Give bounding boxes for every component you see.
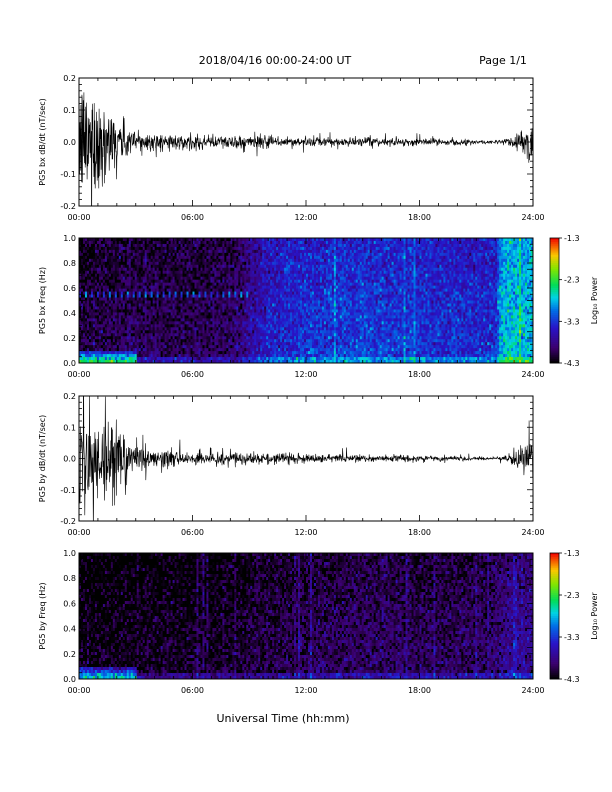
figure-title: 2018/04/16 00:00-24:00 UT (199, 54, 352, 67)
y-tick-label: -0.1 (60, 486, 76, 495)
x-axis-label: Universal Time (hh:mm) (217, 712, 350, 725)
x-tick-label: 12:00 (294, 686, 317, 695)
y-tick-label: 0.0 (63, 138, 76, 147)
y-tick-label: 0.0 (63, 675, 76, 684)
y-tick-label: 0.0 (63, 359, 76, 368)
colorbar-tick-label: -1.3 (564, 234, 580, 243)
x-tick-label: 00:00 (67, 686, 90, 695)
by-dbdt-panel: 00:00 06:00 12:00 18:00 24:00 0.2 0.1 0.0 -0.1 -0… (38, 352, 545, 537)
x-tick-label: 18:00 (408, 370, 431, 379)
y-tick-label: 0.2 (63, 650, 76, 659)
x-tick-label: 00:00 (67, 370, 90, 379)
y-tick-label: 0.8 (63, 259, 76, 268)
y-tick-label: 0.0 (63, 455, 76, 464)
y-axis-label: PG5 by Freq (Hz) (38, 582, 47, 649)
y-tick-label: 0.4 (63, 309, 76, 318)
y-tick-label: 0.2 (63, 334, 76, 343)
colorbar-tick-label: -3.3 (564, 317, 580, 326)
y-tick-label: 1.0 (63, 234, 76, 243)
x-tick-label: 18:00 (408, 686, 431, 695)
y-tick-label: 0.8 (63, 574, 76, 583)
colorbar-tick-label: -2.3 (564, 276, 580, 285)
y-tick-label: 0.1 (63, 423, 76, 432)
colorbar-tick-label: -4.3 (564, 675, 580, 684)
y-axis-label: PG5 bx dB/dt (nT/sec) (38, 98, 47, 185)
x-tick-label: 18:00 (408, 213, 431, 222)
spectrogram-image (79, 553, 533, 679)
x-tick-label: 24:00 (521, 686, 544, 695)
x-tick-label: 06:00 (181, 370, 204, 379)
y-tick-label: 0.1 (63, 106, 76, 115)
x-tick-label: 00:00 (67, 213, 90, 222)
y-tick-label: 0.6 (63, 284, 76, 293)
y-axis-label: PG5 by dB/dt (nT/sec) (38, 415, 47, 502)
y-tick-label: -0.2 (60, 517, 76, 526)
by-colorbar: -1.3 -2.3 -3.3 -4.3 Log₁₀ Power (550, 549, 599, 684)
y-tick-label: 0.4 (63, 625, 76, 634)
bx-spectrogram-panel: 00:00 06:00 12:00 18:00 24:00 1.0 0.8 0.6 0.4 0.2… (38, 234, 545, 379)
y-tick-label: 0.6 (63, 599, 76, 608)
y-tick-label: -0.2 (60, 202, 76, 211)
bx-dbdt-panel: 00:00 06:00 12:00 18:00 24:00 0.2 0.1 0.0 -0.1 -0… (38, 62, 545, 258)
colorbar-label: Log₁₀ Power (590, 276, 599, 324)
colorbar-tick-label: -4.3 (564, 359, 580, 368)
colorbar-label: Log₁₀ Power (590, 592, 599, 640)
colorbar-tick-label: -1.3 (564, 549, 580, 558)
y-tick-label: -0.1 (60, 170, 76, 179)
x-tick-label: 24:00 (521, 213, 544, 222)
bx-colorbar: -1.3 -2.3 -3.3 -4.3 Log₁₀ Power (550, 234, 599, 368)
spectrogram-image (79, 238, 533, 363)
x-tick-label: 06:00 (181, 528, 204, 537)
x-tick-label: 12:00 (294, 213, 317, 222)
x-tick-label: 12:00 (294, 528, 317, 537)
x-tick-label: 06:00 (181, 686, 204, 695)
x-tick-label: 24:00 (521, 528, 544, 537)
y-tick-label: 1.0 (63, 549, 76, 558)
page-number: Page 1/1 (479, 54, 527, 67)
x-tick-label: 18:00 (408, 528, 431, 537)
x-tick-label: 12:00 (294, 370, 317, 379)
colorbar-tick-label: -2.3 (564, 591, 580, 600)
x-tick-label: 24:00 (521, 370, 544, 379)
x-tick-label: 06:00 (181, 213, 204, 222)
colorbar-tick-label: -3.3 (564, 633, 580, 642)
x-tick-label: 00:00 (67, 528, 90, 537)
y-axis-label: PG5 bx Freq (Hz) (38, 267, 47, 334)
dbdt-series-line (79, 62, 533, 258)
y-tick-label: 0.2 (63, 74, 76, 83)
by-spectrogram-panel: 00:00 06:00 12:00 18:00 24:00 1.0 0.8 0.6 0.4 0.2… (38, 549, 545, 695)
y-tick-label: 0.2 (63, 392, 76, 401)
